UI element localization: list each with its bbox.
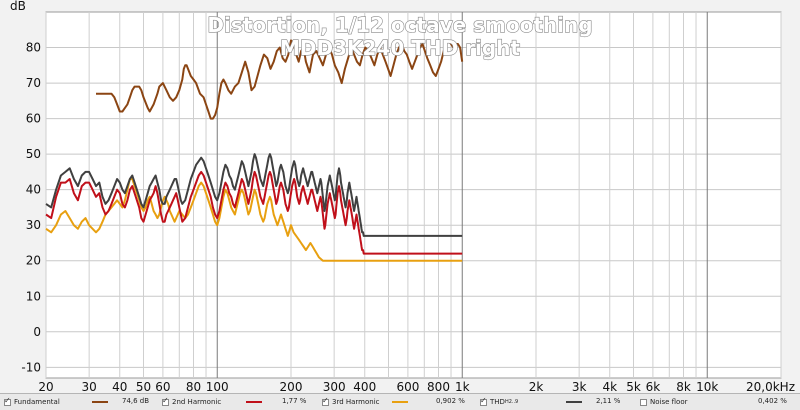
x-tick-label: 100 [206, 380, 229, 393]
y-tick-label: -10 [21, 360, 41, 374]
legend-item-noise-floor[interactable]: Noise floor [640, 394, 688, 410]
y-axis-label: dB [10, 0, 26, 13]
x-tick-label: 60 [155, 380, 170, 393]
legend-label: 3rd Harmonic [332, 398, 380, 406]
y-tick-label: 0 [33, 325, 41, 339]
x-tick-label: 1k [455, 380, 470, 393]
legend-label: Noise floor [650, 398, 688, 406]
legend-item-3rd-harmonic[interactable]: 3rd Harmonic [322, 394, 380, 410]
y-tick-label: 80 [26, 41, 41, 55]
legend-item-fundamental[interactable]: Fundamental [4, 394, 60, 410]
plot-area [45, 11, 782, 379]
series-line-fundamental [96, 39, 464, 120]
legend-value: 0,902 % [436, 397, 465, 405]
legend-item-2nd-harmonic[interactable]: 2nd Harmonic [162, 394, 221, 410]
x-tick-label: 2k [529, 380, 544, 393]
y-tick-labels: 80 70 60 50 40 30 20 10 0 -10 [21, 41, 41, 375]
y-tick-label: 70 [26, 76, 41, 90]
legend-checkbox[interactable] [162, 396, 169, 406]
series-group [45, 39, 464, 262]
x-tick-label: 200 [280, 380, 303, 393]
x-tick-label: 8k [676, 380, 691, 393]
x-tick-label: 600 [396, 380, 419, 393]
chart-subtitle: MDD3K240 THD right [280, 36, 520, 60]
legend-label: 2nd Harmonic [172, 398, 222, 406]
x-tick-label: 50 [136, 380, 151, 393]
series-line-2nd-harmonic [45, 170, 463, 255]
legend-label-sub: H2..9 [504, 399, 519, 405]
x-tick-label: 4k [602, 380, 617, 393]
y-tick-label: 30 [26, 218, 41, 232]
y-tick-label: 50 [26, 147, 41, 161]
x-tick-labels: 20 30 40 50 60 80 100 200 300 400 600 800 1k 2k 3k 4k 5k… [38, 380, 795, 393]
legend-swatch [92, 401, 108, 403]
series-line-3rd-harmonic [45, 178, 463, 262]
legend-label: THD [490, 398, 505, 406]
legend-value: 1,77 % [282, 397, 307, 405]
legend-swatch [246, 401, 262, 403]
x-tick-label: 30 [82, 380, 97, 393]
legend-value: 0,402 % [758, 397, 787, 405]
y-tick-label: 60 [26, 112, 41, 126]
x-tick-label: 40 [112, 380, 127, 393]
chart-title: Distortion, 1/12 octave smoothing [207, 13, 592, 37]
series-line-thd-h2-9 [45, 153, 463, 237]
legend-bar: Fundamental 74,6 dB 2nd Harmonic 1,77 % … [0, 393, 800, 410]
legend-label: Fundamental [14, 398, 60, 406]
x-tick-label: 6k [646, 380, 661, 393]
y-tick-label: 10 [26, 289, 41, 303]
legend-swatch [566, 401, 582, 403]
x-tick-label: 400 [353, 380, 376, 393]
grid [45, 12, 782, 378]
legend-checkbox[interactable] [640, 398, 647, 406]
legend-value: 2,11 % [596, 397, 621, 405]
x-tick-label: 5k [626, 380, 641, 393]
legend-value: 74,6 dB [122, 397, 150, 405]
y-tick-label: 40 [26, 183, 41, 197]
x-tick-label: 3k [572, 380, 587, 393]
x-tick-label: 10k [696, 380, 718, 393]
legend-checkbox[interactable] [322, 396, 329, 406]
legend-checkbox[interactable] [480, 396, 487, 406]
x-tick-label: 20,0kHz [746, 380, 795, 393]
x-tick-label: 800 [427, 380, 450, 393]
y-tick-label: 20 [26, 254, 41, 268]
x-tick-label: 300 [323, 380, 346, 393]
legend-swatch [392, 401, 408, 403]
x-tick-label: 80 [186, 380, 201, 393]
x-tick-label: 20 [38, 380, 53, 393]
legend-checkbox[interactable] [4, 396, 11, 406]
